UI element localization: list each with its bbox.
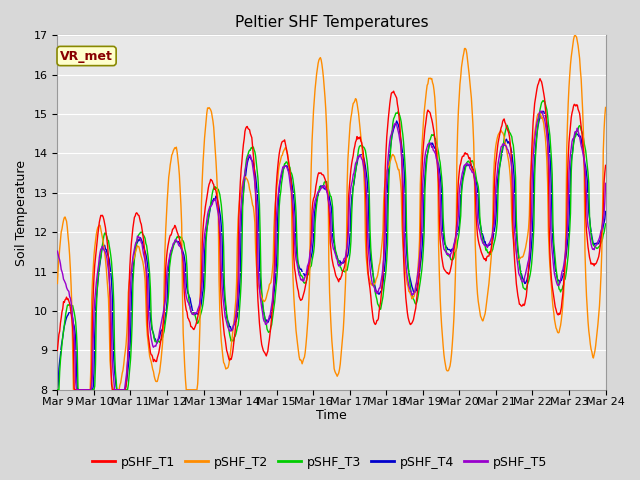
pSHF_T5 — [176, 243, 184, 249]
pSHF_T3 — [205, 214, 212, 220]
pSHF_T3 — [63, 303, 71, 309]
pSHF_T2 — [54, 281, 61, 287]
Line: pSHF_T5: pSHF_T5 — [58, 111, 605, 390]
pSHF_T1 — [121, 387, 129, 393]
pSHF_T3 — [414, 293, 422, 299]
pSHF_T5 — [121, 387, 129, 393]
X-axis label: Time: Time — [316, 409, 347, 422]
Text: VR_met: VR_met — [60, 49, 113, 62]
pSHF_T1 — [63, 297, 71, 302]
Y-axis label: Soil Temperature: Soil Temperature — [15, 159, 28, 265]
Line: pSHF_T2: pSHF_T2 — [58, 35, 605, 390]
pSHF_T3 — [175, 234, 183, 240]
pSHF_T2 — [415, 254, 422, 260]
pSHF_T1 — [176, 239, 184, 245]
pSHF_T5 — [538, 108, 545, 114]
pSHF_T4 — [175, 240, 183, 246]
pSHF_T5 — [54, 248, 61, 254]
pSHF_T5 — [72, 387, 80, 393]
pSHF_T2 — [121, 354, 129, 360]
pSHF_T2 — [205, 105, 213, 110]
pSHF_T4 — [602, 209, 609, 215]
pSHF_T4 — [398, 145, 406, 151]
pSHF_T3 — [54, 387, 61, 393]
pSHF_T1 — [205, 181, 213, 187]
pSHF_T5 — [205, 206, 213, 212]
pSHF_T5 — [602, 180, 609, 186]
pSHF_T3 — [398, 126, 406, 132]
pSHF_T2 — [176, 187, 184, 192]
pSHF_T1 — [399, 215, 406, 221]
pSHF_T3 — [540, 97, 547, 103]
pSHF_T2 — [602, 105, 609, 110]
pSHF_T1 — [54, 348, 61, 353]
pSHF_T1 — [415, 274, 422, 280]
pSHF_T4 — [414, 280, 422, 286]
pSHF_T4 — [120, 387, 127, 393]
pSHF_T5 — [63, 287, 71, 292]
pSHF_T3 — [602, 221, 609, 227]
pSHF_T4 — [54, 387, 61, 393]
pSHF_T2 — [70, 387, 77, 393]
pSHF_T2 — [399, 239, 406, 244]
Line: pSHF_T3: pSHF_T3 — [58, 100, 605, 390]
pSHF_T4 — [540, 108, 547, 114]
pSHF_T5 — [399, 172, 406, 178]
Line: pSHF_T1: pSHF_T1 — [58, 79, 605, 390]
Title: Peltier SHF Temperatures: Peltier SHF Temperatures — [235, 15, 428, 30]
Legend: pSHF_T1, pSHF_T2, pSHF_T3, pSHF_T4, pSHF_T5: pSHF_T1, pSHF_T2, pSHF_T3, pSHF_T4, pSHF… — [88, 451, 552, 474]
pSHF_T1 — [602, 163, 609, 168]
pSHF_T2 — [572, 32, 579, 38]
pSHF_T5 — [415, 263, 422, 269]
pSHF_T1 — [536, 76, 544, 82]
pSHF_T4 — [205, 217, 212, 223]
pSHF_T1 — [71, 387, 79, 393]
pSHF_T4 — [63, 313, 71, 319]
pSHF_T2 — [63, 225, 71, 230]
Line: pSHF_T4: pSHF_T4 — [58, 111, 605, 390]
pSHF_T3 — [120, 387, 127, 393]
